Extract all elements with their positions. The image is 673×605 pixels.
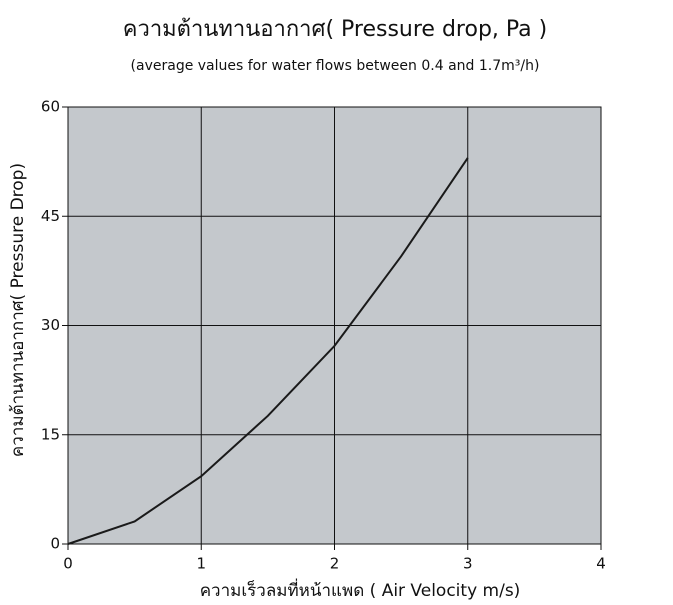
- chart-subtitle: (average values for water flows between …: [131, 58, 540, 74]
- x-tick-label: 0: [63, 555, 73, 573]
- x-tick-label: 4: [596, 555, 606, 573]
- y-tick-label: 15: [41, 425, 60, 443]
- x-tick-label: 1: [196, 555, 206, 573]
- x-tick-label: 2: [330, 555, 340, 573]
- x-tick-label: 3: [463, 555, 473, 573]
- y-axis-label: ความต้านทานอากาศ( Pressure Drop): [8, 163, 28, 457]
- y-tick-label: 0: [50, 535, 60, 553]
- y-tick-label: 45: [41, 207, 60, 225]
- data-line: [67, 157, 469, 545]
- plot-frame: [67, 106, 602, 545]
- y-tick-label: 60: [41, 98, 60, 116]
- y-tick-label: 30: [41, 316, 60, 334]
- x-axis-label: ความเร็วลมที่หน้าแพด ( Air Velocity m/s): [200, 578, 521, 601]
- chart-title: ความต้านทานอากาศ( Pressure drop, Pa ): [123, 17, 548, 42]
